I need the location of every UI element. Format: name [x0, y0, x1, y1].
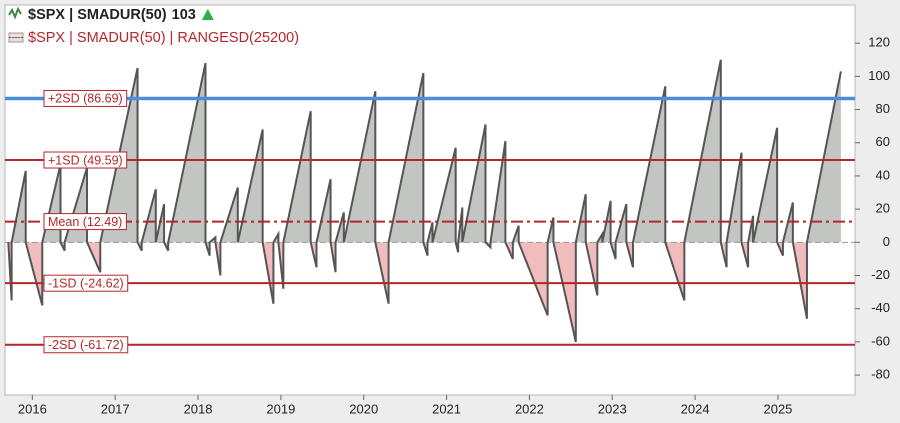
data-line: [7, 59, 842, 343]
reference-label: Mean (12.49): [48, 215, 122, 229]
y-tick-label: 40: [876, 167, 890, 182]
legend-value: 103: [172, 7, 196, 23]
y-tick-label: 0: [883, 234, 890, 249]
y-tick-label: -60: [871, 333, 890, 348]
y-tick-label: -40: [871, 300, 890, 315]
y-tick-label: 60: [876, 134, 890, 149]
legend-icon-2: [8, 32, 24, 43]
reference-label-box: [43, 213, 127, 231]
x-tick-label: 2021: [432, 401, 461, 416]
reference-label: +2SD (86.69): [48, 92, 123, 106]
x-tick-label: 2018: [184, 401, 213, 416]
y-tick-label: 80: [876, 101, 890, 116]
x-tick-label: 2022: [515, 401, 544, 416]
legend-label: $SPX | SMADUR(50) | RANGESD(25200): [28, 30, 299, 46]
reference-label-box: [43, 336, 129, 354]
y-tick-label: 120: [868, 35, 890, 50]
legend-up-arrow: [201, 9, 214, 20]
y-tick-label: -80: [871, 367, 890, 382]
x-tick-label: 2016: [18, 401, 47, 416]
y-tick-label: 100: [868, 68, 890, 83]
y-tick-label: -20: [871, 267, 890, 282]
reference-label-box: [43, 274, 129, 292]
legend-label: $SPX | SMADUR(50): [28, 7, 167, 23]
x-tick-label: 2020: [349, 401, 378, 416]
reference-label: -2SD (-61.72): [48, 338, 124, 352]
y-tick-label: 20: [876, 201, 890, 216]
reference-label-box: [43, 151, 128, 169]
reference-label: +1SD (49.59): [48, 153, 123, 167]
x-tick-label: 2019: [266, 401, 295, 416]
x-tick-label: 2024: [681, 401, 710, 416]
x-tick-label: 2017: [101, 401, 130, 416]
x-tick-label: 2023: [598, 401, 627, 416]
legend-icon-1: [8, 6, 22, 20]
reference-label-box: [43, 89, 128, 107]
x-tick-label: 2025: [763, 401, 792, 416]
reference-label: -1SD (-24.62): [48, 276, 124, 290]
